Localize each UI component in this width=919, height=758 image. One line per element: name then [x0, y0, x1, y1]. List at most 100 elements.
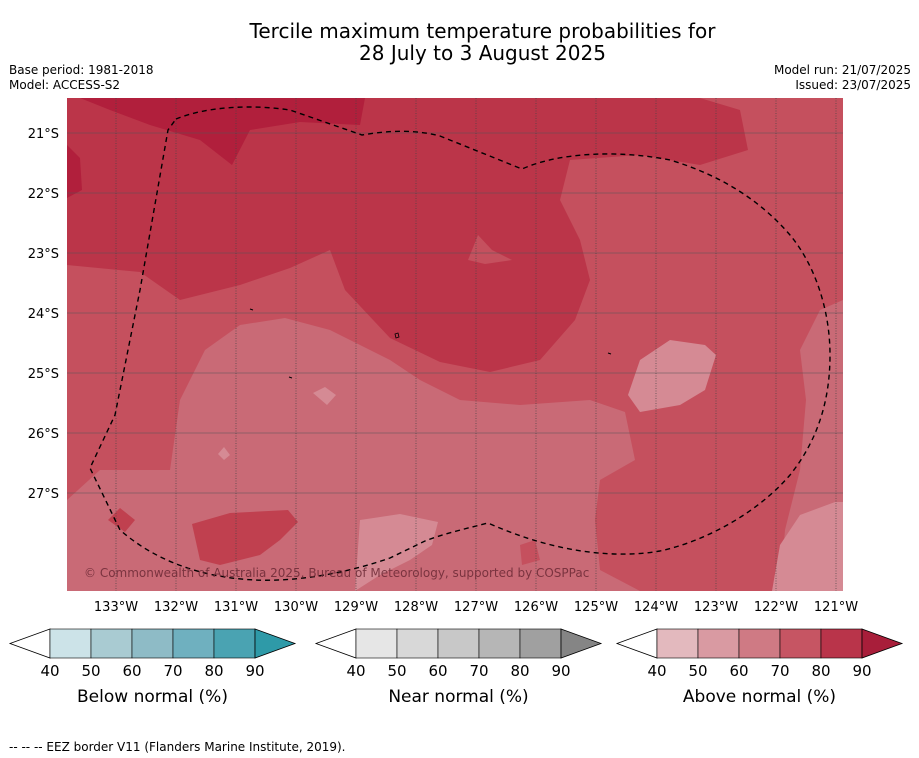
colorbar-low-arrow: [8, 628, 51, 659]
latitude-labels: 21°S 22°S 23°S 24°S 25°S 26°S 27°S: [28, 127, 59, 502]
colorbar-high-arrow: [254, 628, 297, 659]
colorbar: 40 50 60 70 80 90 Above normal (%): [615, 628, 904, 707]
colorbar-tick-label: 60: [122, 662, 141, 680]
lat-label: 25°S: [28, 367, 59, 382]
colorbar-segment: [213, 628, 256, 659]
colorbar-segment: [131, 628, 174, 659]
lon-label: 125°W: [574, 600, 618, 615]
lon-label: 130°W: [274, 600, 318, 615]
colorbar-legends: 40 50 60 70 80 90 Below normal (%) 40 50 60 70 80 90…: [8, 628, 904, 707]
band-50-60-south: [355, 514, 438, 591]
island-4: [607, 352, 612, 355]
lat-label: 26°S: [28, 427, 59, 442]
island-2: [249, 308, 254, 311]
lon-label: 133°W: [94, 600, 138, 615]
lon-label: 123°W: [694, 600, 738, 615]
meta-right: Model run: 21/07/2025 Issued: 23/07/2025: [774, 63, 911, 93]
band-50-60-southeast: [772, 502, 843, 591]
colorbar-low-arrow: [615, 628, 658, 659]
colorbar-segment: [478, 628, 521, 659]
colorbar-tick-label: 70: [770, 662, 789, 680]
lon-label: 127°W: [454, 600, 498, 615]
colorbar-segment: [90, 628, 133, 659]
lon-label: 129°W: [334, 600, 378, 615]
colorbar-segment: [656, 628, 699, 659]
colorbar-tick-label: 70: [469, 662, 488, 680]
colorbar-tick-label: 80: [811, 662, 830, 680]
colorbar-tick-label: 70: [163, 662, 182, 680]
colorbar-tick-label: 40: [40, 662, 59, 680]
band-50-60-small: [313, 387, 336, 405]
colorbar-tick-label: 50: [81, 662, 100, 680]
colorbar-segment: [49, 628, 92, 659]
colorbar-segment: [396, 628, 439, 659]
lon-label: 124°W: [634, 600, 678, 615]
colorbar-segment: [519, 628, 562, 659]
colorbar-title: Below normal (%): [77, 687, 228, 707]
island-1: [394, 332, 400, 339]
base-period: Base period: 1981-2018: [9, 63, 154, 77]
map-title: Tercile maximum temperature probabilitie…: [0, 20, 919, 64]
lon-label: 132°W: [154, 600, 198, 615]
colorbar-segment: [437, 628, 480, 659]
lon-label: 126°W: [514, 600, 558, 615]
band-80-90-southwest: [192, 510, 298, 565]
copyright-notice: © Commonwealth of Australia 2025, Bureau…: [84, 566, 589, 580]
title-line-2: 28 July to 3 August 2025: [359, 41, 606, 65]
colorbar: 40 50 60 70 80 90 Near normal (%): [314, 628, 603, 707]
colorbar-tick-label: 90: [551, 662, 570, 680]
colorbar-segment: [738, 628, 781, 659]
colorbar-segment: [697, 628, 740, 659]
colorbar-low-arrow: [314, 628, 357, 659]
colorbar-high-arrow: [560, 628, 603, 659]
colorbar-title: Above normal (%): [683, 687, 836, 707]
band-90-plus-left: [67, 145, 82, 198]
lat-label: 24°S: [28, 307, 59, 322]
colorbar-tick-label: 40: [647, 662, 666, 680]
lat-label: 22°S: [28, 187, 59, 202]
colorbar-segment: [820, 628, 863, 659]
model-run: Model run: 21/07/2025: [773, 63, 911, 77]
colorbar-segment: [355, 628, 398, 659]
band-90-plus-top: [67, 98, 365, 165]
longitude-labels: 133°W 132°W 131°W 130°W 129°W 128°W 127°…: [94, 600, 858, 615]
band-70-80-inner: [468, 235, 512, 264]
colorbar-tick-label: 80: [510, 662, 529, 680]
band-50-60-tiny: [218, 447, 230, 460]
band-70-80-south: [520, 540, 540, 565]
colorbar-tick-label: 40: [346, 662, 365, 680]
colorbar-tick-label: 90: [245, 662, 264, 680]
colorbar-tick-label: 60: [428, 662, 447, 680]
eez-footnote: -- -- -- EEZ border V11 (Flanders Marine…: [9, 740, 346, 754]
lon-label: 131°W: [214, 600, 258, 615]
colorbar-tick-label: 90: [852, 662, 871, 680]
lat-label: 21°S: [28, 127, 59, 142]
island-3: [288, 376, 293, 379]
colorbar-tick-label: 50: [387, 662, 406, 680]
probability-field: [67, 98, 843, 591]
lat-label: 27°S: [28, 487, 59, 502]
colorbar-title: Near normal (%): [388, 687, 528, 707]
lon-label: 122°W: [754, 600, 798, 615]
lon-label: 121°W: [814, 600, 858, 615]
meta-left: Base period: 1981-2018 Model: ACCESS-S2: [9, 63, 154, 93]
band-50-60-east: [628, 340, 716, 412]
model-name: Model: ACCESS-S2: [9, 78, 121, 92]
issued-date: Issued: 23/07/2025: [795, 78, 911, 92]
lat-label: 23°S: [28, 247, 59, 262]
colorbar-tick-label: 80: [204, 662, 223, 680]
band-80-90: [67, 98, 748, 372]
lon-label: 128°W: [394, 600, 438, 615]
colorbar-tick-label: 50: [688, 662, 707, 680]
eez-border: [89, 106, 831, 581]
grid-lines: [67, 132, 843, 494]
colorbar-high-arrow: [861, 628, 904, 659]
colorbar-segment: [779, 628, 822, 659]
title-line-1: Tercile maximum temperature probabilitie…: [249, 19, 716, 43]
colorbar-segment: [172, 628, 215, 659]
colorbar-tick-label: 60: [729, 662, 748, 680]
colorbar: 40 50 60 70 80 90 Below normal (%): [8, 628, 297, 707]
meridian-lines: [115, 98, 837, 591]
band-80-90-small-sw: [108, 508, 135, 532]
